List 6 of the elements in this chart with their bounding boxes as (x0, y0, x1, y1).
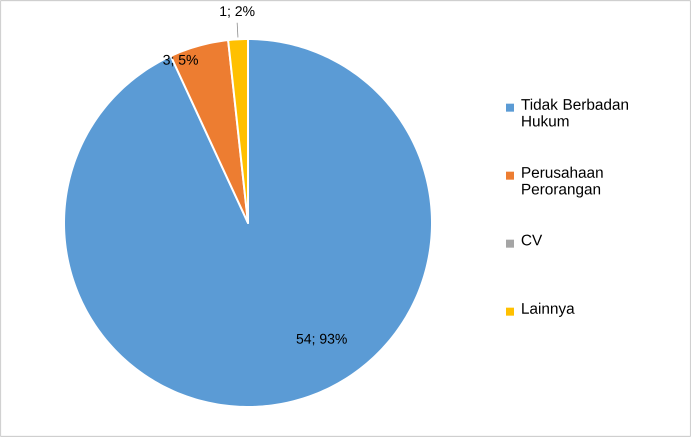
data-label: 54; 93% (296, 334, 347, 346)
legend-label: Lainnya (522, 302, 575, 317)
data-label: 1; 2% (220, 6, 255, 18)
legend-label: Tidak Berbadan Hukum (521, 98, 628, 127)
legend-label: CV (522, 234, 542, 246)
legend-label: Perusahaan Perorangan (522, 166, 603, 198)
